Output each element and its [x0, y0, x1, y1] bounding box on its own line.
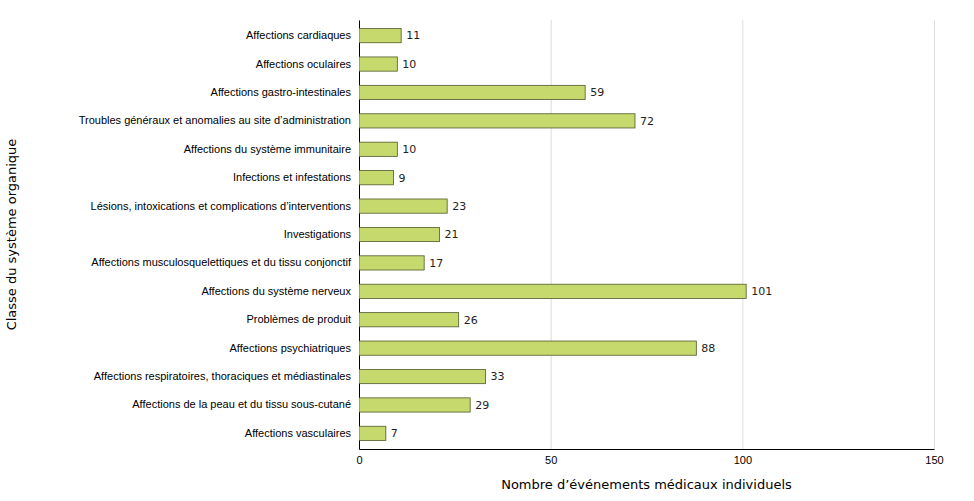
- data-label: 72: [640, 115, 654, 128]
- y-tick: Affections gastro-intestinales: [211, 86, 352, 98]
- y-tick: Affections psychiatriques: [230, 342, 352, 354]
- y-tick: Investigations: [284, 228, 352, 240]
- y-tick-label: Troubles généraux et anomalies au site d…: [79, 114, 351, 126]
- plot: 050100150Affections cardiaquesAffections…: [79, 20, 944, 466]
- bar: [359, 142, 397, 156]
- y-tick: Affections respiratoires, thoraciques et…: [94, 370, 352, 382]
- data-label: 23: [452, 200, 466, 213]
- y-tick-label: Affections oculaires: [256, 58, 352, 70]
- x-tick-label: 50: [545, 454, 557, 466]
- x-tick-label: 100: [734, 454, 752, 466]
- bar: [359, 256, 424, 270]
- bar: [359, 171, 394, 185]
- bar: [359, 227, 440, 241]
- bar: [359, 426, 386, 440]
- x-tick: 100: [734, 20, 752, 466]
- y-tick: Affections de la peau et du tissu sous-c…: [132, 398, 351, 410]
- bar: [359, 313, 459, 327]
- x-axis: 0 50 100 150: [356, 20, 943, 466]
- x-tick-label: 150: [925, 454, 943, 466]
- y-tick-label: Affections psychiatriques: [230, 342, 352, 354]
- y-tick-label: Affections vasculaires: [245, 427, 352, 439]
- y-tick: Affections oculaires: [256, 58, 352, 70]
- y-tick: Problèmes de produit: [246, 313, 351, 325]
- grid-line: [742, 20, 743, 449]
- y-tick-label: Affections du système immunitaire: [184, 143, 351, 155]
- y-tick-label: Affections de la peau et du tissu sous-c…: [132, 398, 351, 410]
- bar: [359, 85, 585, 99]
- data-label: 33: [491, 370, 505, 383]
- bar: [359, 29, 401, 43]
- grid-line: [934, 20, 935, 449]
- bar: [359, 57, 397, 71]
- y-tick-label: Affections du système nerveux: [201, 285, 351, 297]
- y-tick: Affections du système nerveux: [201, 285, 351, 297]
- y-tick-label: Affections musculosquelettiques et du ti…: [91, 256, 352, 268]
- data-label: 9: [399, 172, 406, 185]
- bar: [359, 114, 635, 128]
- data-labels: 7 29 33 88 26 101 17 21 23 9 10 72 59 10 11: [391, 29, 772, 440]
- data-label: 88: [701, 342, 715, 355]
- data-label: 10: [402, 58, 416, 71]
- x-axis-line: [360, 449, 935, 450]
- y-axis: Affections cardiaques Affections oculaire…: [79, 21, 360, 450]
- grid-line: [551, 20, 552, 449]
- bar: [359, 284, 746, 298]
- data-label: 59: [590, 86, 604, 99]
- bar: [359, 398, 470, 412]
- data-label: 11: [406, 29, 420, 42]
- y-tick: Affections vasculaires: [245, 427, 352, 439]
- y-tick: Affections du système immunitaire: [184, 143, 351, 155]
- y-tick-label: Investigations: [284, 228, 352, 240]
- bar: [359, 199, 447, 213]
- chart: 050100150Affections cardiaquesAffections…: [0, 0, 974, 501]
- y-tick: Affections musculosquelettiques et du ti…: [91, 256, 352, 268]
- bar: [359, 369, 486, 383]
- data-label: 26: [464, 314, 478, 327]
- y-tick: Troubles généraux et anomalies au site d…: [79, 114, 351, 126]
- bars: [359, 29, 746, 441]
- y-tick-label: Lésions, intoxications et complications …: [91, 200, 352, 212]
- y-tick: Lésions, intoxications et complications …: [91, 200, 352, 212]
- y-tick-label: Affections cardiaques: [246, 29, 351, 41]
- x-tick: 150: [925, 20, 943, 466]
- y-tick-label: Affections gastro-intestinales: [211, 86, 352, 98]
- data-label: 7: [391, 427, 398, 440]
- y-tick: Affections cardiaques: [246, 29, 351, 41]
- y-axis-title: Classe du système organique: [4, 139, 19, 331]
- data-label: 101: [751, 285, 772, 298]
- y-tick-label: Problèmes de produit: [246, 313, 351, 325]
- bar: [359, 341, 696, 355]
- y-tick-label: Affections respiratoires, thoraciques et…: [94, 370, 352, 382]
- x-tick-label: 0: [356, 454, 362, 466]
- y-tick-label: Infections et infestations: [233, 171, 352, 183]
- y-tick: Infections et infestations: [233, 171, 352, 183]
- data-label: 29: [475, 399, 489, 412]
- data-label: 10: [402, 143, 416, 156]
- x-axis-title: Nombre d’événements médicaux individuels: [501, 477, 792, 492]
- data-label: 21: [445, 228, 459, 241]
- data-label: 17: [429, 257, 443, 270]
